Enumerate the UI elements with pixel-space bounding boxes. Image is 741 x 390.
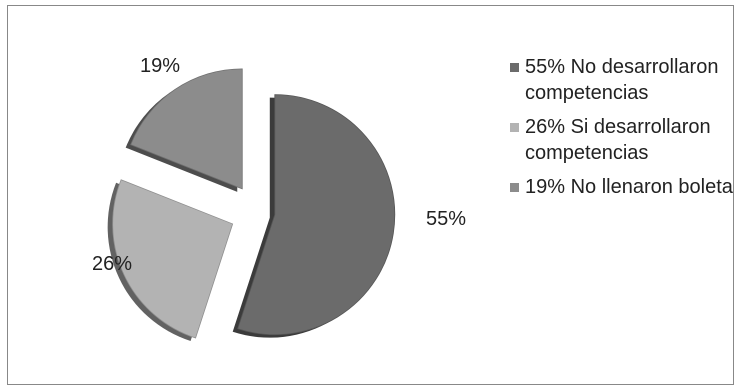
legend-item-no-llenaron: 19% No llenaron boleta (505, 174, 735, 200)
legend-swatch-no-desarrollaron (510, 63, 519, 72)
pie-slice-no-desarrollaron (237, 94, 396, 336)
pie-slice-no-llenaron (130, 68, 243, 190)
legend-label-no-llenaron: 19% No llenaron boleta (525, 176, 733, 198)
legend-label-si-desarrollaron: 26% Si desarrollaron competencias (525, 116, 711, 164)
pie-slice-si-desarrollaron (112, 179, 234, 339)
data-label-no-llenaron: 19% (140, 55, 180, 77)
data-label-no-desarrollaron: 55% (426, 208, 466, 230)
legend-item-no-desarrollaron: 55% No desarrollaron competencias (505, 54, 735, 106)
legend-item-si-desarrollaron: 26% Si desarrollaron competencias (505, 114, 735, 166)
legend-label-no-desarrollaron: 55% No desarrollaron competencias (525, 56, 719, 104)
data-label-si-desarrollaron: 26% (92, 253, 132, 275)
legend-swatch-si-desarrollaron (510, 123, 519, 132)
legend: 55% No desarrollaron competencias 26% Si… (505, 54, 735, 208)
legend-swatch-no-llenaron (510, 183, 519, 192)
